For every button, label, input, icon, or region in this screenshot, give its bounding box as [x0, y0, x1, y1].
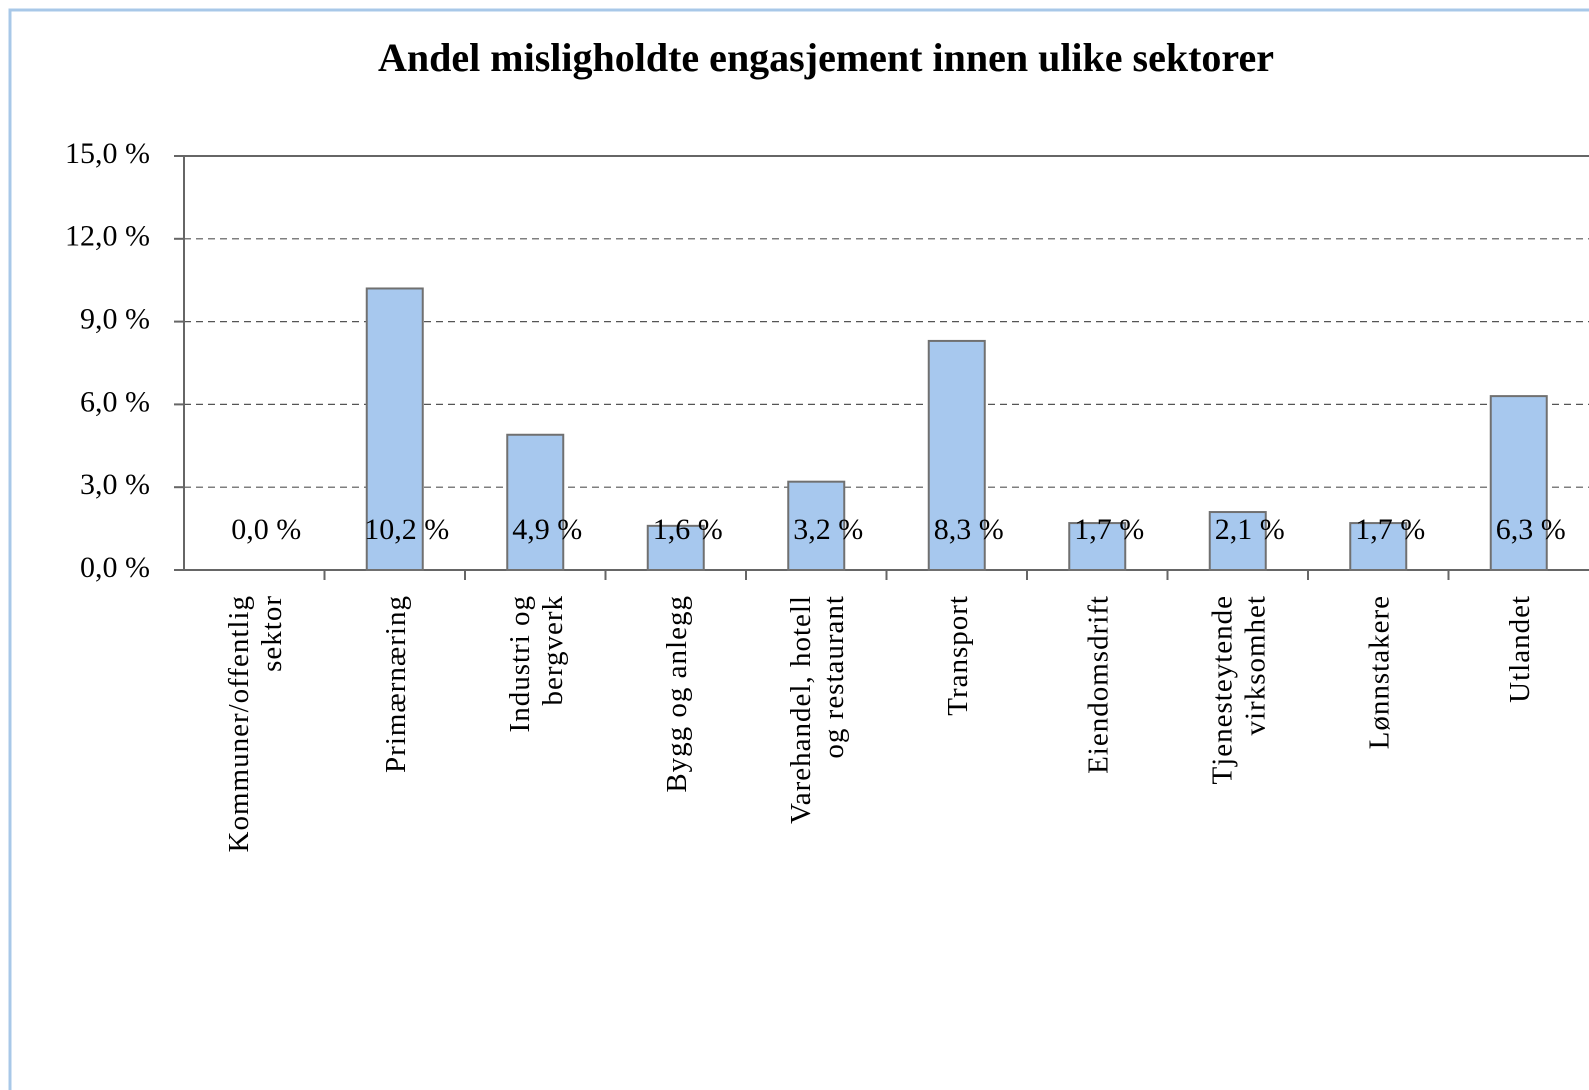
chart-title: Andel misligholdte engasjement innen uli…	[378, 35, 1274, 80]
bar	[646, 524, 705, 572]
y-tick-label: 9,0 %	[80, 302, 150, 335]
x-tick-label: Tjenesteytendevirksomhet	[1206, 595, 1271, 785]
x-tick-label: Lønnstakere	[1363, 595, 1395, 749]
value-label: 1,6 %	[653, 513, 723, 546]
value-label: 6,3 %	[1496, 513, 1566, 546]
y-tick-label: 0,0 %	[80, 551, 150, 584]
y-tick-label: 6,0 %	[80, 385, 150, 418]
x-tick-label: Utlandet	[1504, 595, 1536, 703]
value-label: 3,2 %	[793, 513, 863, 546]
bar	[927, 339, 986, 572]
x-tick-label: Primærnæring	[380, 595, 412, 773]
x-tick-label: Bygg og anlegg	[661, 595, 693, 793]
bar	[1208, 511, 1267, 571]
bar	[1068, 522, 1127, 572]
bar	[506, 433, 565, 572]
bar	[787, 480, 846, 571]
x-tick-label: Industri ogbergverk	[504, 595, 569, 732]
x-tick-label: Kommuner/offentligsektor	[223, 595, 288, 852]
value-label: 4,9 %	[512, 513, 582, 546]
value-label: 0,0 %	[231, 513, 301, 546]
x-tick-label: Varehandel, hotellog restaurant	[785, 595, 850, 824]
value-label: 1,7 %	[1355, 513, 1425, 546]
value-label: 10,2 %	[364, 513, 449, 546]
y-tick-label: 15,0 %	[65, 137, 150, 170]
bar	[1489, 395, 1548, 571]
y-tick-label: 3,0 %	[80, 468, 150, 501]
x-tick-label: Transport	[942, 595, 974, 716]
x-tick-label: Eiendomsdrift	[1082, 595, 1114, 774]
bar	[365, 287, 424, 571]
bar	[1349, 522, 1408, 572]
value-label: 1,7 %	[1074, 513, 1144, 546]
value-label: 2,1 %	[1215, 513, 1285, 546]
value-label: 8,3 %	[934, 513, 1004, 546]
frame	[8, 8, 1589, 1090]
y-tick-label: 12,0 %	[65, 220, 150, 253]
